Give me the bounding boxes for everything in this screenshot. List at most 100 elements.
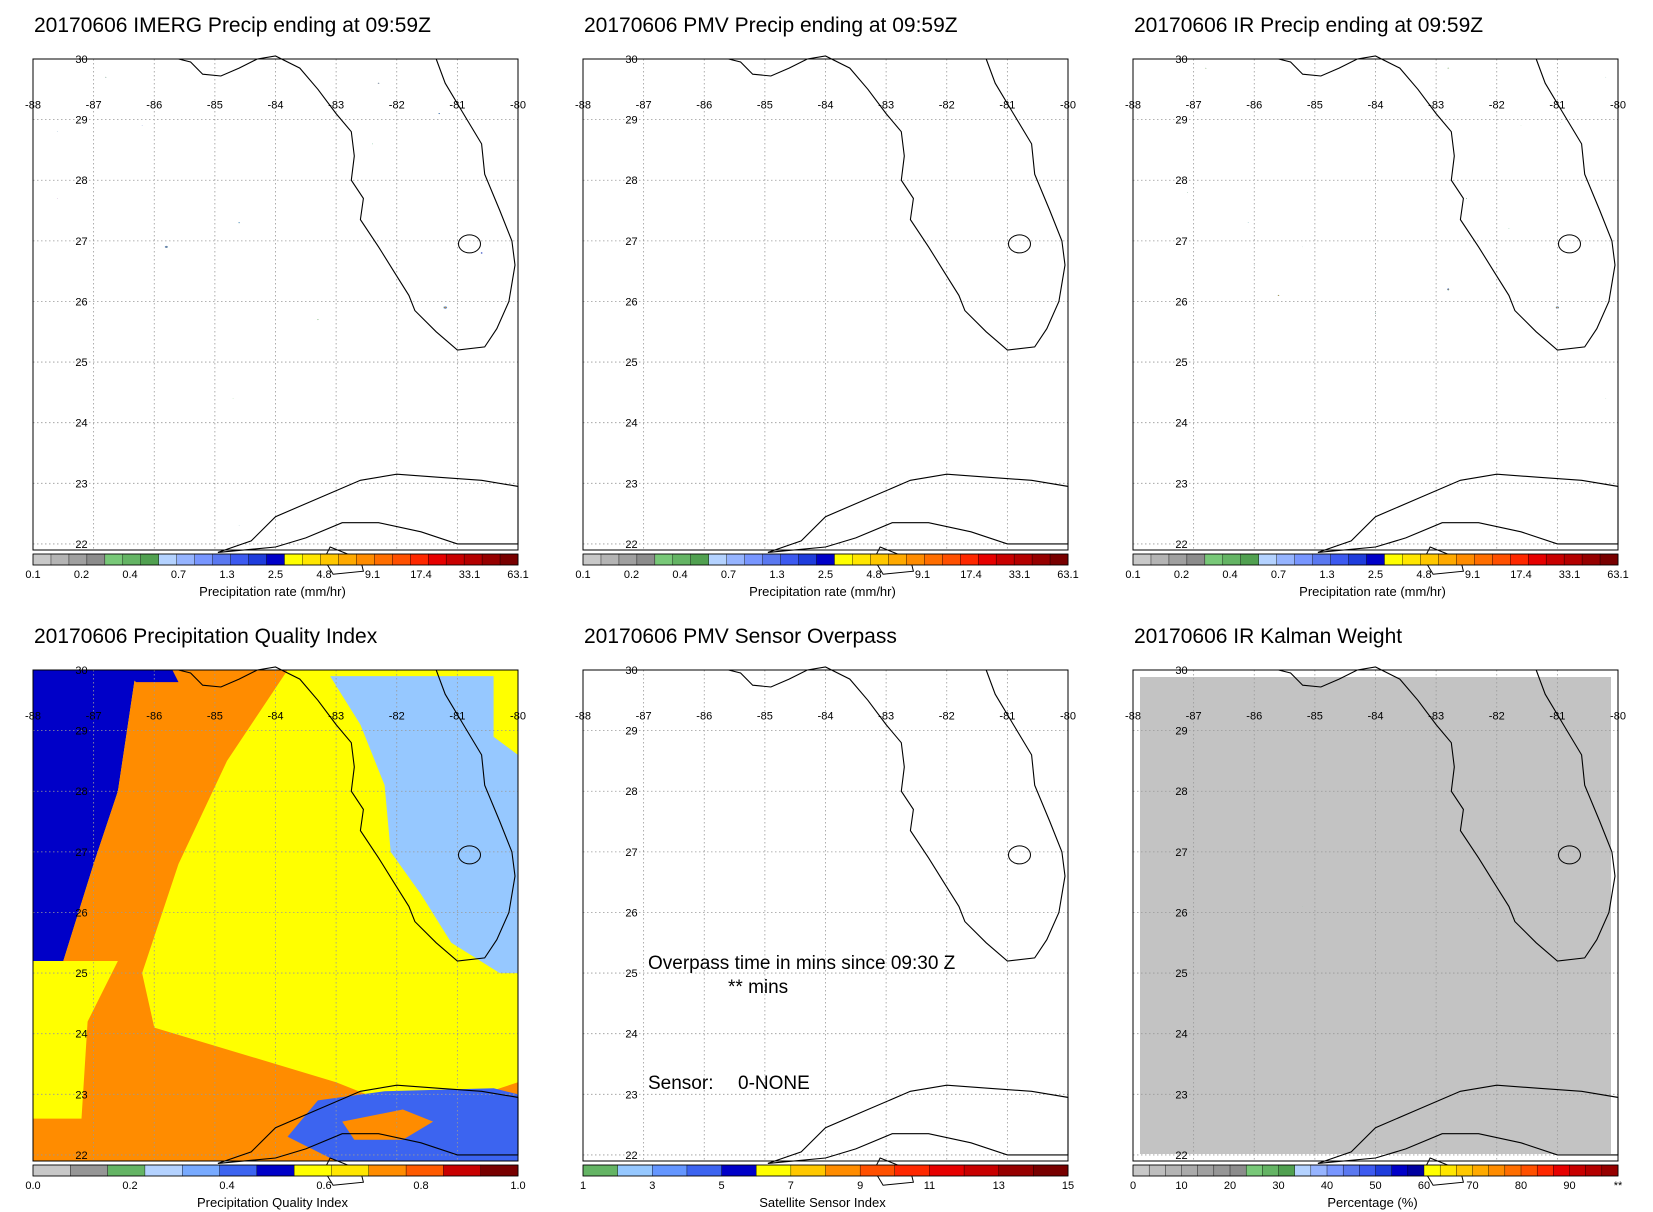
lon-label: -81 (1549, 711, 1565, 723)
colorbar-swatch (1456, 553, 1475, 566)
colorbar-swatch (1181, 1164, 1199, 1177)
colorbar-swatch (302, 553, 321, 566)
imerg-precip-map: -88 -87 -86 -85 -84 -83 -82 -81 -80 30 29 28 27 26 25 2… (25, 54, 529, 581)
colorbar-swatch (50, 553, 70, 566)
colorbar-swatch (463, 553, 483, 566)
map-labels: -88 -87 -86 -85 -84 -83 -82 -81 -80 30 29 28 27 26 25 2… (575, 665, 1076, 1162)
coastlines (178, 55, 519, 575)
lat-label: 25 (1175, 968, 1187, 980)
colorbar-swatch (1504, 1164, 1522, 1177)
colorbar-swatch (672, 553, 692, 566)
lat-label: 26 (625, 907, 637, 919)
colorbar-tick-label: 33.1 (1559, 569, 1580, 581)
colorbar-tick-label: 1.3 (1319, 569, 1334, 581)
lat-label: 23 (1175, 478, 1187, 490)
colorbar-title: Precipitation rate (mm/hr) (1299, 584, 1446, 599)
colorbar-swatch (1031, 553, 1051, 566)
map-gridlines (582, 58, 1069, 550)
lon-label: -80 (1060, 100, 1076, 112)
colorbar-swatch (942, 553, 961, 566)
rain-cell (238, 222, 240, 223)
colorbar-tick-label: 5 (719, 1180, 725, 1192)
colorbar-swatch (721, 1164, 757, 1177)
lat-label: 24 (625, 418, 637, 430)
lat-label: 26 (625, 296, 637, 308)
lon-label: -82 (389, 100, 405, 112)
colorbar-tick-label: 0.7 (171, 569, 186, 581)
lat-label: 24 (75, 1029, 87, 1041)
colorbar: 0.1 0.2 0.4 0.7 1.3 2.5 4.8 9.1 17.4 33.1 63.1 (1125, 553, 1629, 581)
colorbar-swatch (870, 553, 889, 566)
colorbar-swatch (1222, 553, 1242, 566)
panel-title: 20170606 IMERG Precip ending at 09:59Z (34, 14, 431, 37)
colorbar-swatch (825, 1164, 861, 1177)
map-gridlines (1132, 58, 1619, 550)
colorbar-swatch (1204, 553, 1224, 566)
lat-label: 29 (1175, 726, 1187, 738)
lon-label: -82 (1489, 100, 1505, 112)
lat-label: 28 (75, 786, 87, 798)
lat-label: 25 (625, 357, 637, 369)
precip-field (56, 76, 483, 526)
colorbar-swatch (1276, 553, 1296, 566)
colorbar-swatch (1312, 553, 1332, 566)
quality-index-panel: 20170606 Precipitation Quality Index -88… (0, 611, 545, 1211)
colorbar-tick-label: 1.0 (510, 1180, 525, 1192)
colorbar-swatch (1342, 1164, 1360, 1177)
lat-label: 23 (75, 1089, 87, 1101)
colorbar-swatch (1536, 1164, 1554, 1177)
colorbar-swatch (1310, 1164, 1328, 1177)
lon-label: -84 (1368, 100, 1384, 112)
colorbar-swatch (1132, 1164, 1150, 1177)
lat-label: 29 (75, 115, 87, 127)
colorbar-tick-label: 2.5 (1368, 569, 1383, 581)
map-frame: -88 -87 -86 -85 -84 -83 -82 -81 -80 30 29 28 27 26 25 2… (575, 54, 1076, 575)
lon-label: -86 (1246, 100, 1262, 112)
colorbar-swatch (338, 553, 357, 566)
colorbar-swatch (32, 1164, 71, 1177)
colorbar-tick-label: 0.1 (575, 569, 590, 581)
colorbar-swatch (140, 553, 160, 566)
lon-label: -82 (1489, 711, 1505, 723)
colorbar-swatch (1240, 553, 1260, 566)
colorbar-border (32, 553, 519, 566)
ir-precip-panel: 20170606 IR Precip ending at 09:59Z -88-… (1100, 0, 1645, 600)
colorbar-swatch (1294, 553, 1314, 566)
colorbar-swatch (726, 553, 746, 566)
lat-label: 27 (1175, 847, 1187, 859)
colorbar-tick-label: 0.1 (1125, 569, 1140, 581)
map-labels: -88 -87 -86 -85 -84 -83 -82 -81 -80 30 29 28 27 26 25 2… (1125, 54, 1626, 551)
colorbar: 0.0 0.2 0.4 0.6 0.8 1.0 (25, 1164, 526, 1192)
colorbar-swatch (582, 1164, 619, 1177)
colorbar-tick-label: 1.3 (769, 569, 784, 581)
lat-label: 24 (1175, 1029, 1187, 1041)
colorbar-tick-label: 63.1 (1607, 569, 1628, 581)
colorbar-swatch (284, 553, 303, 566)
rain-cell (481, 252, 482, 254)
colorbar-swatch (443, 1164, 482, 1177)
lat-label: 25 (75, 968, 87, 980)
map-gridlines (32, 58, 519, 550)
lon-label: -80 (1060, 711, 1076, 723)
colorbar-swatch (194, 553, 214, 566)
lat-label: 26 (1175, 296, 1187, 308)
lon-label: -86 (146, 100, 162, 112)
colorbar-swatch (410, 553, 429, 566)
colorbar-swatch (618, 553, 638, 566)
lat-label: 30 (1175, 54, 1187, 66)
sensor-overpass-panel: 20170606 PMV Sensor Overpass -88 -87 -86 -8… (550, 611, 1095, 1211)
map-frame: -88 -87 -86 -85 -84 -83 -82 -81 -80 30 29 28 27 26 25 2… (1125, 54, 1626, 575)
colorbar-swatch (68, 553, 88, 566)
lat-label: 26 (75, 296, 87, 308)
colorbar-tick-label: 4.8 (316, 569, 331, 581)
colorbar-tick-label: 0.2 (624, 569, 639, 581)
map-labels: -88 -87 -86 -85 -84 -83 -82 -81 -80 30 29 28 27 26 25 2… (25, 665, 526, 1162)
colorbar-border (1132, 553, 1619, 566)
colorbar-tick-label: 33.1 (1009, 569, 1030, 581)
lon-label: -83 (328, 711, 344, 723)
sensor-label: Sensor: (648, 1073, 714, 1094)
colorbar-tick-label: 0.4 (672, 569, 687, 581)
colorbar-swatch (1150, 553, 1170, 566)
lon-label: -87 (1186, 711, 1202, 723)
colorbar-swatch (144, 1164, 183, 1177)
